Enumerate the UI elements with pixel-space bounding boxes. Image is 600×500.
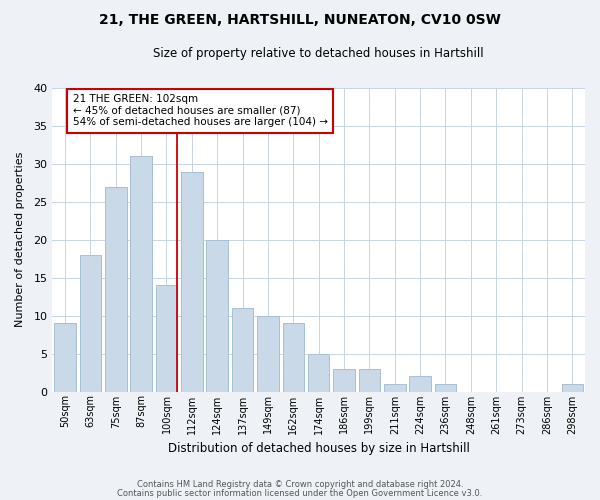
Bar <box>435 384 456 392</box>
Title: Size of property relative to detached houses in Hartshill: Size of property relative to detached ho… <box>154 48 484 60</box>
Bar <box>257 316 279 392</box>
Text: Contains public sector information licensed under the Open Government Licence v3: Contains public sector information licen… <box>118 489 482 498</box>
Text: 21, THE GREEN, HARTSHILL, NUNEATON, CV10 0SW: 21, THE GREEN, HARTSHILL, NUNEATON, CV10… <box>99 12 501 26</box>
Y-axis label: Number of detached properties: Number of detached properties <box>15 152 25 328</box>
Bar <box>80 255 101 392</box>
Bar <box>359 369 380 392</box>
X-axis label: Distribution of detached houses by size in Hartshill: Distribution of detached houses by size … <box>168 442 470 455</box>
Bar <box>333 369 355 392</box>
Text: 21 THE GREEN: 102sqm
← 45% of detached houses are smaller (87)
54% of semi-detac: 21 THE GREEN: 102sqm ← 45% of detached h… <box>73 94 328 128</box>
Bar <box>562 384 583 392</box>
Bar <box>232 308 253 392</box>
Bar <box>283 323 304 392</box>
Bar <box>54 323 76 392</box>
Bar <box>308 354 329 392</box>
Bar <box>409 376 431 392</box>
Bar <box>105 186 127 392</box>
Bar <box>181 172 203 392</box>
Bar <box>384 384 406 392</box>
Bar <box>206 240 228 392</box>
Bar <box>155 286 177 392</box>
Text: Contains HM Land Registry data © Crown copyright and database right 2024.: Contains HM Land Registry data © Crown c… <box>137 480 463 489</box>
Bar <box>130 156 152 392</box>
